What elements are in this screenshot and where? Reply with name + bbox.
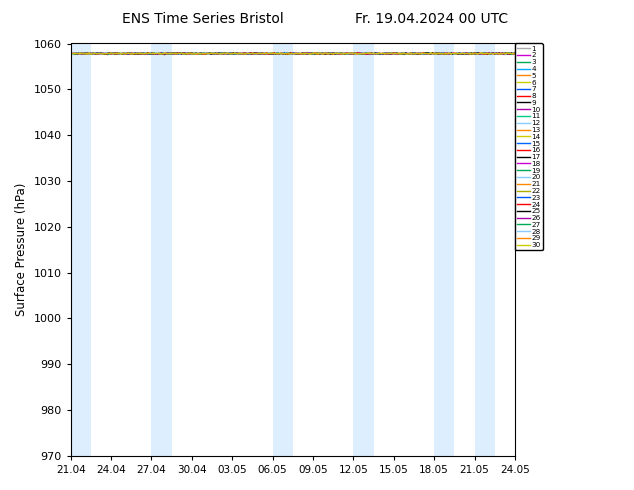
Bar — [434, 44, 455, 456]
Legend: 1, 2, 3, 4, 5, 6, 7, 8, 9, 10, 11, 12, 13, 14, 15, 16, 17, 18, 19, 20, 21, 22, 2: 1, 2, 3, 4, 5, 6, 7, 8, 9, 10, 11, 12, 1… — [515, 44, 543, 250]
Bar — [152, 44, 172, 456]
Bar — [353, 44, 373, 456]
Text: Fr. 19.04.2024 00 UTC: Fr. 19.04.2024 00 UTC — [354, 12, 508, 26]
Bar — [273, 44, 293, 456]
Bar — [71, 44, 91, 456]
Y-axis label: Surface Pressure (hPa): Surface Pressure (hPa) — [15, 183, 28, 317]
Bar — [474, 44, 495, 456]
Text: ENS Time Series Bristol: ENS Time Series Bristol — [122, 12, 284, 26]
